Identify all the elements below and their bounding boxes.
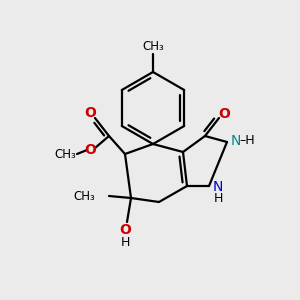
Text: H: H (120, 236, 130, 248)
Text: –H: –H (239, 134, 255, 148)
Text: H: H (213, 193, 223, 206)
Text: N: N (231, 134, 241, 148)
Text: CH₃: CH₃ (73, 190, 95, 202)
Text: O: O (84, 143, 96, 157)
Text: CH₃: CH₃ (142, 40, 164, 53)
Text: N: N (213, 180, 223, 194)
Text: CH₃: CH₃ (54, 148, 76, 160)
Text: O: O (218, 107, 230, 121)
Text: O: O (84, 106, 96, 120)
Text: O: O (119, 223, 131, 237)
